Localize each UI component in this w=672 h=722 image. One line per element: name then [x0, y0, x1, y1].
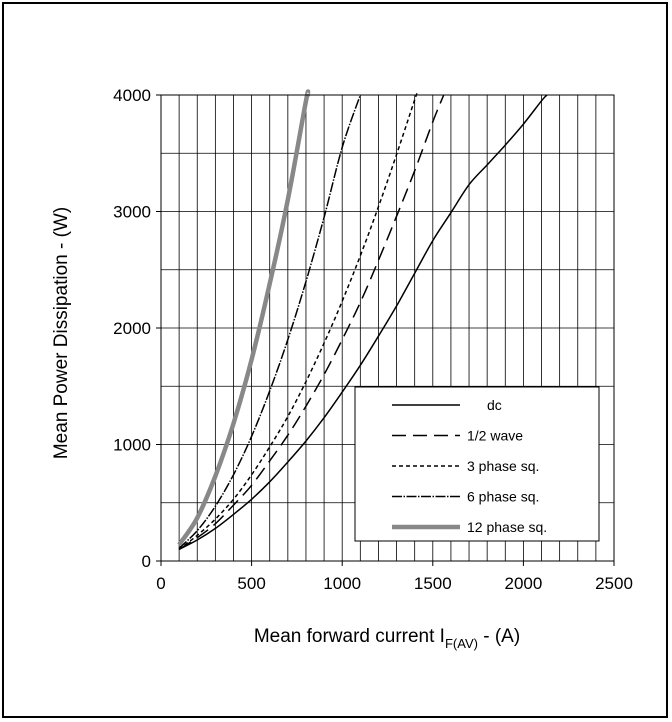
x-tick-label: 0 — [156, 574, 165, 593]
x-axis-label-subscript: F(AV) — [445, 636, 478, 651]
legend-entry: 6 phase sq. — [392, 489, 539, 505]
legend-label: 12 phase sq. — [467, 519, 547, 535]
y-axis-label: Mean Power Dissipation - (W) — [51, 207, 72, 459]
y-tick-label: 2000 — [113, 319, 151, 338]
x-tick-label: 1500 — [414, 574, 452, 593]
series-line-1-2-wave — [178, 94, 445, 551]
x-tick-label: 1000 — [323, 574, 361, 593]
y-tick-label: 0 — [142, 552, 151, 571]
legend-label: 1/2 wave — [467, 428, 523, 444]
series-line-6-phase-sq- — [178, 94, 362, 549]
legend: dc 1/2 wave 3 phase sq. 6 phase sq. 12 phase… — [354, 386, 600, 542]
legend-entry: dc — [392, 397, 502, 413]
legend-entry: 3 phase sq. — [392, 458, 539, 474]
y-tick-label: 1000 — [113, 436, 151, 455]
x-axis-label: Mean forward current IF(AV) - (A) — [254, 626, 520, 651]
x-axis-label-main: Mean forward current I — [254, 626, 445, 647]
y-tick-label: 4000 — [113, 86, 151, 105]
y-tick-label: 3000 — [113, 203, 151, 222]
x-tick-label: 2500 — [595, 574, 633, 593]
x-tick-label: 2000 — [504, 574, 542, 593]
tick-labels: 0 500 1000 1500 2000 2500 0 1000 2000 3000 4000 — [113, 86, 633, 593]
legend-entry: 12 phase sq. — [392, 519, 547, 535]
x-axis-label-suffix: - (A) — [478, 626, 520, 647]
series-line-12-phase-sq- — [177, 89, 311, 546]
x-tick-label: 500 — [237, 574, 265, 593]
series-lines — [177, 89, 548, 551]
series-line-3-phase-sq- — [178, 93, 418, 550]
series-line-dc — [178, 94, 548, 551]
legend-label: 3 phase sq. — [467, 458, 539, 474]
legend-label: 6 phase sq. — [467, 489, 539, 505]
legend-box — [354, 386, 600, 542]
legend-entry: 1/2 wave — [392, 428, 523, 444]
legend-label: dc — [487, 397, 502, 413]
